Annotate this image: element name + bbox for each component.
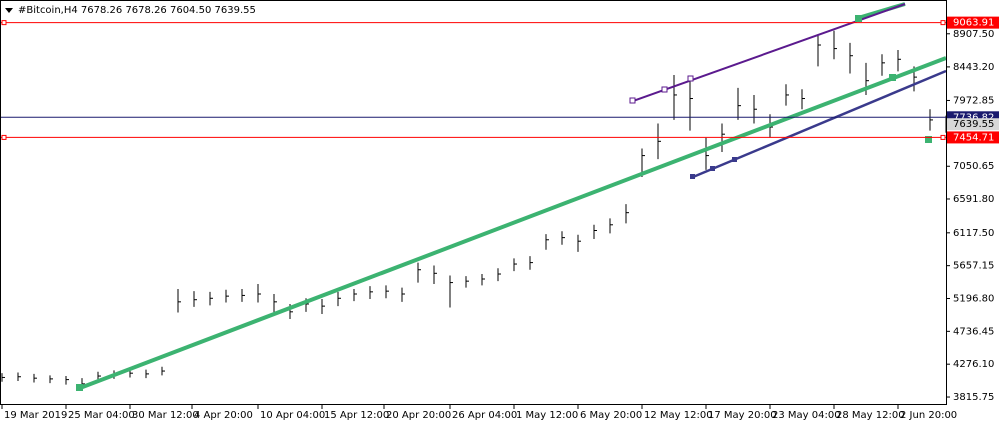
level-anchor xyxy=(940,134,946,140)
anchor xyxy=(629,97,636,104)
y-tick-label: 4736.45 xyxy=(953,326,994,337)
price-label-bg xyxy=(947,16,999,29)
level-anchor xyxy=(1,134,7,140)
y-tick-label: 5196.80 xyxy=(953,294,994,305)
y-tick-label: 7050.65 xyxy=(953,161,994,172)
y-tick-label: 6117.50 xyxy=(953,228,994,239)
y-tick-label: 3815.75 xyxy=(953,392,994,403)
x-tick-label: 17 May 20:00 xyxy=(708,410,777,421)
y-tick-label: 4276.10 xyxy=(953,359,994,370)
anchor xyxy=(710,166,715,171)
menu-arrow xyxy=(5,8,13,13)
y-tick-label: 8443.20 xyxy=(953,62,994,73)
x-tick-label: 23 May 04:00 xyxy=(772,410,841,421)
anchor xyxy=(690,174,695,179)
x-tick-label: 15 Apr 12:00 xyxy=(324,410,389,421)
x-tick-label: 2 Jun 20:00 xyxy=(900,410,957,421)
price-label: 7454.71 xyxy=(953,132,994,143)
x-tick-label: 25 Mar 04:00 xyxy=(68,410,135,421)
anchor xyxy=(889,74,896,81)
x-tick-label: 12 May 12:00 xyxy=(644,410,713,421)
plot-border xyxy=(0,0,947,405)
trend-lines xyxy=(76,2,947,391)
y-tick-label: 5657.15 xyxy=(953,261,994,272)
x-tick-label: 30 Mar 12:00 xyxy=(132,410,199,421)
level-anchor xyxy=(940,20,946,26)
y-tick-label: 8907.50 xyxy=(953,29,994,40)
x-tick-label: 20 Apr 20:00 xyxy=(386,410,451,421)
price-label: 7639.55 xyxy=(953,119,994,130)
anchor xyxy=(687,75,694,82)
price-label: 7736.82 xyxy=(953,112,994,123)
x-tick-label: 1 May 12:00 xyxy=(516,410,578,421)
x-tick-label: 4 Apr 20:00 xyxy=(194,410,253,421)
chart-title: #Bitcoin,H4 7678.26 7678.26 7604.50 7639… xyxy=(18,5,256,16)
x-tick-label: 19 Mar 2019 xyxy=(4,410,67,421)
x-tick-label: 6 May 20:00 xyxy=(580,410,642,421)
trend-line xyxy=(79,56,947,390)
x-tick-label: 26 Apr 04:00 xyxy=(452,410,517,421)
y-tick-label: 6591.80 xyxy=(953,194,994,205)
price-label-bg xyxy=(947,131,999,144)
anchor xyxy=(661,86,668,93)
anchor xyxy=(925,136,932,143)
price-label: 9063.91 xyxy=(953,18,994,29)
anchor xyxy=(855,15,862,22)
y-tick-label: 7972.85 xyxy=(953,95,994,106)
anchor xyxy=(76,384,83,391)
x-tick-label: 10 Apr 04:00 xyxy=(260,410,325,421)
anchor xyxy=(732,157,737,162)
level-anchor xyxy=(1,20,7,26)
x-tick-label: 28 May 12:00 xyxy=(836,410,905,421)
price-label-bg xyxy=(947,118,999,131)
